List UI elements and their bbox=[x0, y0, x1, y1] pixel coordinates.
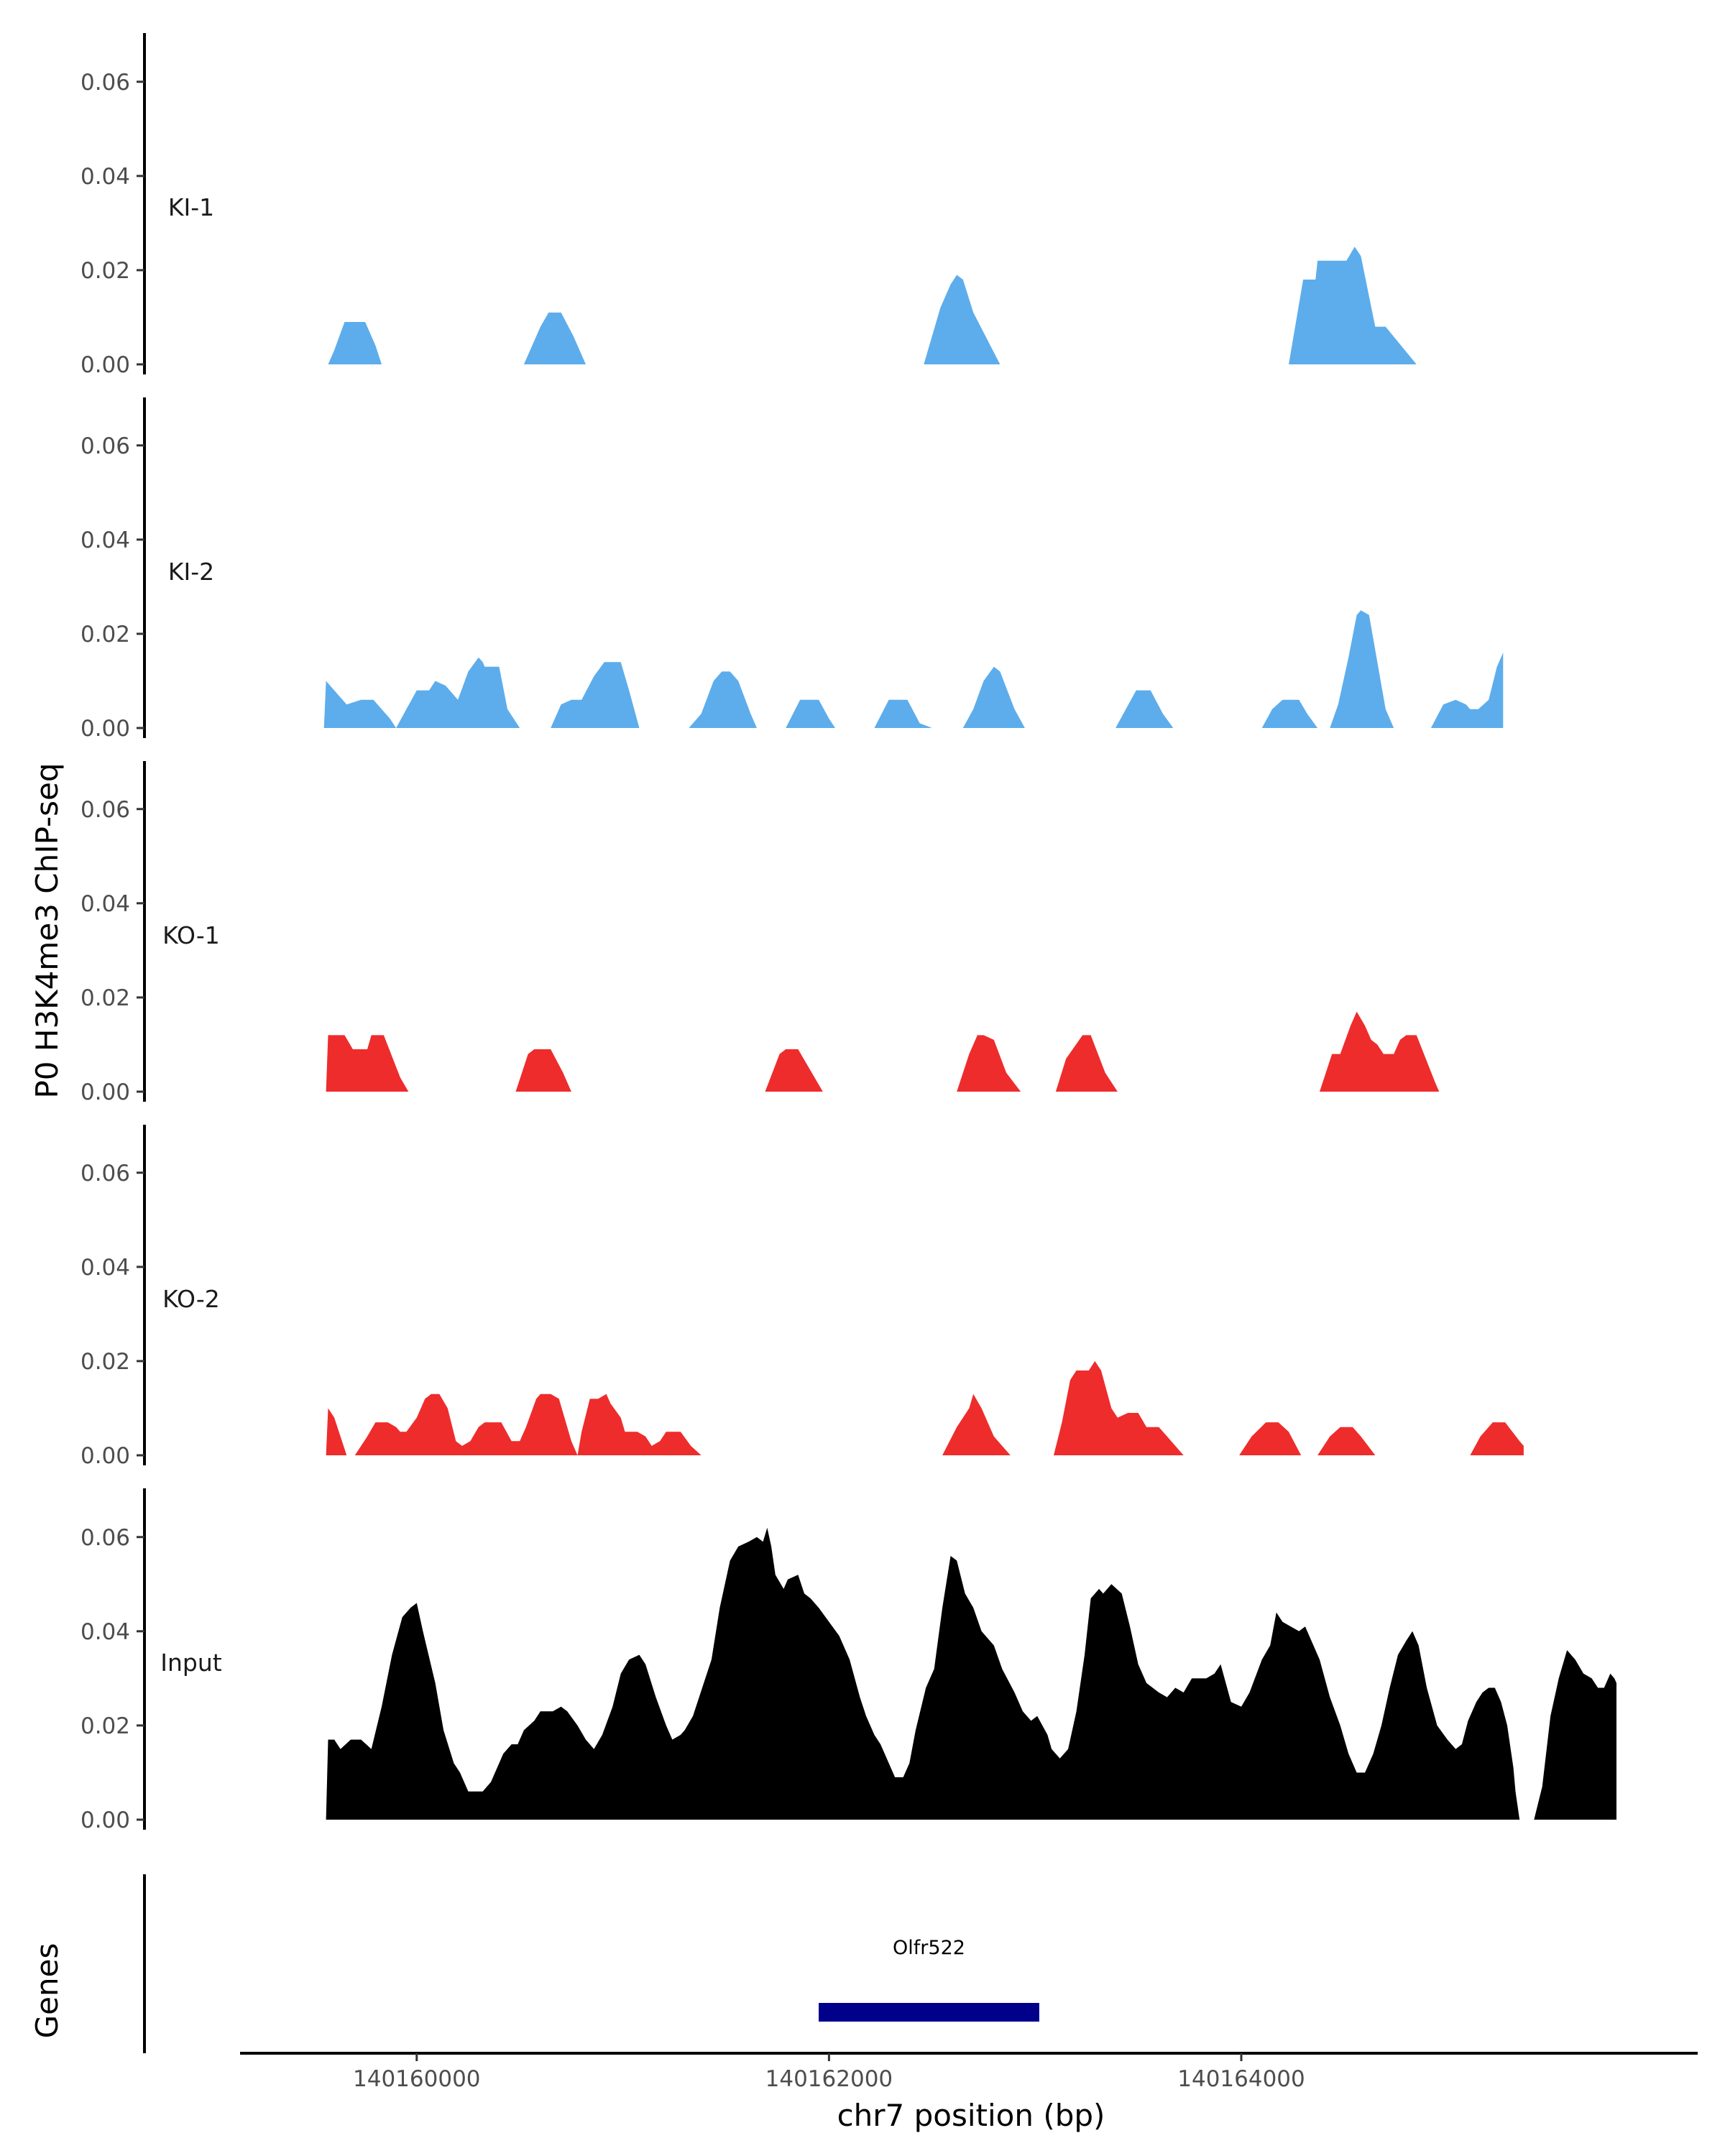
track-input: 0.00 0.02 0.04 0.06 Input bbox=[80, 1488, 1617, 1833]
track-label: KO-2 bbox=[162, 1285, 220, 1313]
y-tick-label: 0.02 bbox=[80, 258, 130, 284]
track-ko-2: 0.00 0.02 0.04 0.06 KO-2 bbox=[80, 1125, 1524, 1469]
y-tick-label: 0.02 bbox=[80, 985, 130, 1011]
y-tick-label: 0.06 bbox=[80, 433, 130, 459]
track-label: Input bbox=[160, 1649, 222, 1677]
x-tick-label: 140162000 bbox=[765, 2066, 893, 2092]
gene-bar bbox=[819, 2003, 1039, 2022]
track-ko-1: 0.00 0.02 0.04 0.06 KO-1 bbox=[80, 761, 1440, 1105]
y-tick-label: 0.06 bbox=[80, 1525, 130, 1551]
y-tick-label: 0.04 bbox=[80, 1255, 130, 1281]
y-tick-label: 0.02 bbox=[80, 1349, 130, 1375]
y-tick-label: 0.06 bbox=[80, 70, 130, 96]
gene-track: Olfr522 bbox=[143, 1874, 1039, 2053]
y-axis-title: P0 H3K4me3 ChIP-seq bbox=[29, 763, 65, 1098]
x-axis-title: chr7 position (bp) bbox=[837, 2098, 1105, 2133]
track-area bbox=[326, 1011, 1440, 1092]
y-tick-label: 0.04 bbox=[80, 1619, 130, 1645]
y-tick-label: 0.00 bbox=[80, 716, 130, 742]
track-area bbox=[326, 1527, 1617, 1820]
y-tick-label: 0.04 bbox=[80, 164, 130, 190]
y-tick-label: 0.00 bbox=[80, 1443, 130, 1469]
tracks-layer: 0.00 0.02 0.04 0.06 KI-1 0.00 0.02 0.04 0.06 KI-2… bbox=[80, 33, 1617, 1833]
track-label: KI-2 bbox=[168, 558, 214, 586]
track-ki-2: 0.00 0.02 0.04 0.06 KI-2 bbox=[80, 397, 1504, 742]
y-tick-label: 0.02 bbox=[80, 622, 130, 648]
y-tick-label: 0.06 bbox=[80, 797, 130, 823]
x-tick-label: 140164000 bbox=[1177, 2066, 1305, 2092]
genes-axis-title: Genes bbox=[29, 1943, 65, 2039]
track-ki-1: 0.00 0.02 0.04 0.06 KI-1 bbox=[80, 33, 1417, 378]
track-area bbox=[323, 610, 1504, 728]
y-tick-label: 0.04 bbox=[80, 891, 130, 917]
track-area bbox=[328, 247, 1417, 364]
y-tick-label: 0.04 bbox=[80, 528, 130, 553]
y-tick-label: 0.00 bbox=[80, 1807, 130, 1833]
track-label: KO-1 bbox=[162, 921, 220, 949]
gene-label: Olfr522 bbox=[893, 1937, 965, 1959]
x-axis: 140160000 140162000 140164000 bbox=[240, 2052, 1698, 2092]
x-tick-label: 140160000 bbox=[353, 2066, 481, 2092]
track-label: KI-1 bbox=[168, 193, 214, 221]
y-tick-label: 0.00 bbox=[80, 352, 130, 378]
y-tick-label: 0.00 bbox=[80, 1079, 130, 1105]
y-tick-label: 0.06 bbox=[80, 1161, 130, 1187]
y-tick-label: 0.02 bbox=[80, 1713, 130, 1739]
track-area bbox=[326, 1360, 1524, 1455]
